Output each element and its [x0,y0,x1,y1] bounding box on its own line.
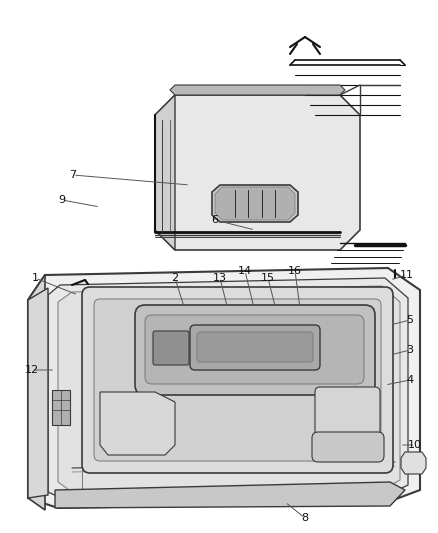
Text: 3: 3 [406,345,413,355]
Circle shape [390,278,400,288]
Circle shape [77,280,83,286]
FancyBboxPatch shape [315,387,380,457]
Polygon shape [155,95,360,250]
Polygon shape [28,275,45,510]
Circle shape [262,496,268,502]
Circle shape [36,443,40,447]
Circle shape [32,369,44,381]
FancyBboxPatch shape [312,432,384,462]
Circle shape [36,313,40,317]
Circle shape [302,496,308,502]
Text: 5: 5 [406,315,413,325]
Circle shape [393,345,403,355]
Circle shape [36,343,40,347]
FancyBboxPatch shape [94,299,381,461]
Polygon shape [58,286,400,492]
Polygon shape [48,278,408,500]
Circle shape [393,310,403,320]
Circle shape [396,313,400,317]
Polygon shape [55,482,405,508]
Circle shape [258,492,272,506]
Circle shape [357,490,363,496]
Text: 12: 12 [25,365,39,375]
Polygon shape [52,390,70,425]
Circle shape [32,404,44,416]
Text: 13: 13 [213,273,227,283]
Text: 7: 7 [70,170,77,180]
FancyBboxPatch shape [145,315,364,384]
Text: 4: 4 [406,375,413,385]
FancyBboxPatch shape [153,331,189,365]
FancyBboxPatch shape [82,287,393,473]
Circle shape [182,496,188,502]
FancyBboxPatch shape [135,305,375,395]
Circle shape [98,492,112,506]
Polygon shape [401,452,426,474]
Circle shape [102,496,108,502]
Polygon shape [100,392,175,455]
Text: 2: 2 [171,273,179,283]
FancyBboxPatch shape [190,325,320,370]
Circle shape [318,348,326,356]
Circle shape [209,214,217,222]
Text: 15: 15 [261,273,275,283]
Circle shape [393,383,403,393]
Text: 16: 16 [288,266,302,276]
FancyBboxPatch shape [197,332,313,362]
Circle shape [32,339,44,351]
Circle shape [314,344,330,360]
Circle shape [178,492,192,506]
Text: 1: 1 [32,273,39,283]
Polygon shape [28,268,420,508]
Circle shape [32,309,44,321]
Polygon shape [212,185,298,222]
Text: 10: 10 [408,440,422,450]
Circle shape [32,439,44,451]
Text: 14: 14 [238,266,252,276]
Circle shape [36,373,40,377]
Circle shape [353,486,367,500]
Polygon shape [28,288,48,498]
Circle shape [298,492,312,506]
Text: 9: 9 [58,195,66,205]
Text: 6: 6 [212,215,219,225]
Circle shape [396,386,400,390]
Text: 8: 8 [301,513,308,523]
Circle shape [396,348,400,352]
Polygon shape [155,95,175,250]
Circle shape [36,408,40,412]
Text: 11: 11 [400,270,414,280]
Polygon shape [170,85,345,95]
Polygon shape [215,187,295,220]
